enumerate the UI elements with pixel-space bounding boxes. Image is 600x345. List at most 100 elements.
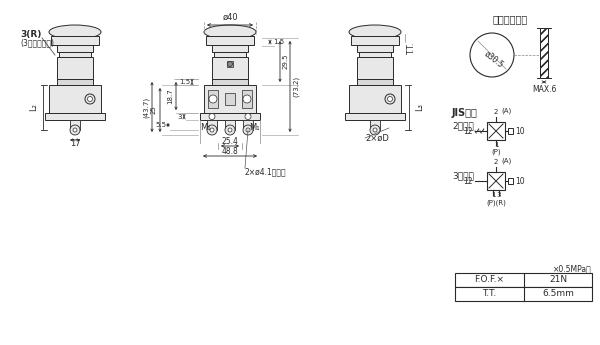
Text: T.T.: T.T. [482,289,497,298]
Bar [357,57,393,79]
Text: 3: 3 [497,192,501,198]
Text: 2×ø4.1取付穴: 2×ø4.1取付穴 [245,167,287,176]
Bar [57,57,93,79]
Text: L₃: L₃ [415,104,424,111]
Circle shape [245,114,251,119]
Circle shape [227,61,232,67]
Bar [351,36,399,45]
Text: 25: 25 [151,106,157,115]
Text: T.T.: T.T. [407,42,416,54]
Bar [225,120,235,130]
Bar [49,85,101,113]
Bar [345,113,405,120]
Bar [370,120,380,130]
Circle shape [209,114,215,119]
Bar [208,90,218,108]
Bar [51,36,99,45]
Text: M₁: M₁ [200,122,211,131]
Circle shape [370,125,380,135]
Text: 3ポート: 3ポート [452,171,474,180]
Text: 25.4: 25.4 [221,137,238,146]
Bar [455,273,592,287]
Circle shape [209,95,217,103]
Text: 12: 12 [463,127,473,136]
Bar [57,45,93,52]
Bar [540,28,548,78]
Text: JIS記号: JIS記号 [452,108,478,118]
Text: 2: 2 [494,159,498,165]
Bar [508,128,513,134]
Bar [357,45,393,52]
Text: 29.5: 29.5 [283,54,289,69]
Bar [357,79,393,85]
Text: 5.5: 5.5 [155,122,166,128]
Bar [455,287,592,301]
Ellipse shape [349,25,401,39]
Bar [204,85,256,113]
Text: F.O.F.×: F.O.F.× [475,276,505,285]
Text: ø40: ø40 [222,13,238,22]
Circle shape [85,94,95,104]
Text: 6.5mm: 6.5mm [542,289,574,298]
Bar [487,122,505,140]
Circle shape [388,97,392,101]
Text: 10: 10 [515,177,524,186]
Bar [227,61,233,67]
Bar [225,93,235,105]
Text: (A): (A) [501,108,511,114]
Text: 12: 12 [463,177,473,186]
Text: L₂: L₂ [29,104,38,111]
Bar [70,120,80,130]
Text: (73.2): (73.2) [293,76,299,97]
Bar [212,45,248,52]
Text: 18.7: 18.7 [167,88,173,104]
Text: (43.7): (43.7) [143,97,149,118]
Text: 1.5: 1.5 [273,39,284,45]
Circle shape [225,125,235,135]
Bar [214,52,246,57]
Circle shape [243,95,251,103]
Bar [487,172,505,190]
Text: 2×øD: 2×øD [365,134,389,142]
Text: ø30.5: ø30.5 [483,49,505,69]
Text: 10: 10 [515,127,524,136]
Circle shape [73,128,77,132]
Bar [200,113,260,120]
Bar [359,52,391,57]
Circle shape [70,125,80,135]
Text: パネル取付穴: パネル取付穴 [493,14,527,24]
Text: MAX.6: MAX.6 [532,85,556,94]
Circle shape [228,128,232,132]
Text: (A): (A) [501,158,511,164]
Text: 17: 17 [70,138,80,148]
Circle shape [246,128,250,132]
Text: 1: 1 [491,192,495,198]
Ellipse shape [204,25,256,39]
Text: M₁: M₁ [250,122,260,131]
Bar [540,28,548,78]
Bar [57,79,93,85]
Bar [45,113,105,120]
Bar [212,79,248,85]
Text: 2ポート: 2ポート [452,121,474,130]
Text: 3(R): 3(R) [20,30,41,39]
Text: (3ポートのみ): (3ポートのみ) [20,38,54,47]
Bar [59,52,91,57]
Bar [242,90,252,108]
Text: 3: 3 [178,114,182,119]
Bar [206,36,254,45]
Circle shape [385,94,395,104]
Bar [349,85,401,113]
Text: 48.8: 48.8 [221,147,238,156]
Circle shape [88,97,92,101]
Bar [207,120,217,130]
Bar [212,57,248,79]
Circle shape [210,128,214,132]
Ellipse shape [49,25,101,39]
Circle shape [373,128,377,132]
Text: 2: 2 [494,109,498,115]
Text: ×0.5MPa時: ×0.5MPa時 [553,264,592,273]
Text: 1: 1 [494,142,498,148]
Text: (P): (P) [491,148,501,155]
Bar [540,28,548,78]
